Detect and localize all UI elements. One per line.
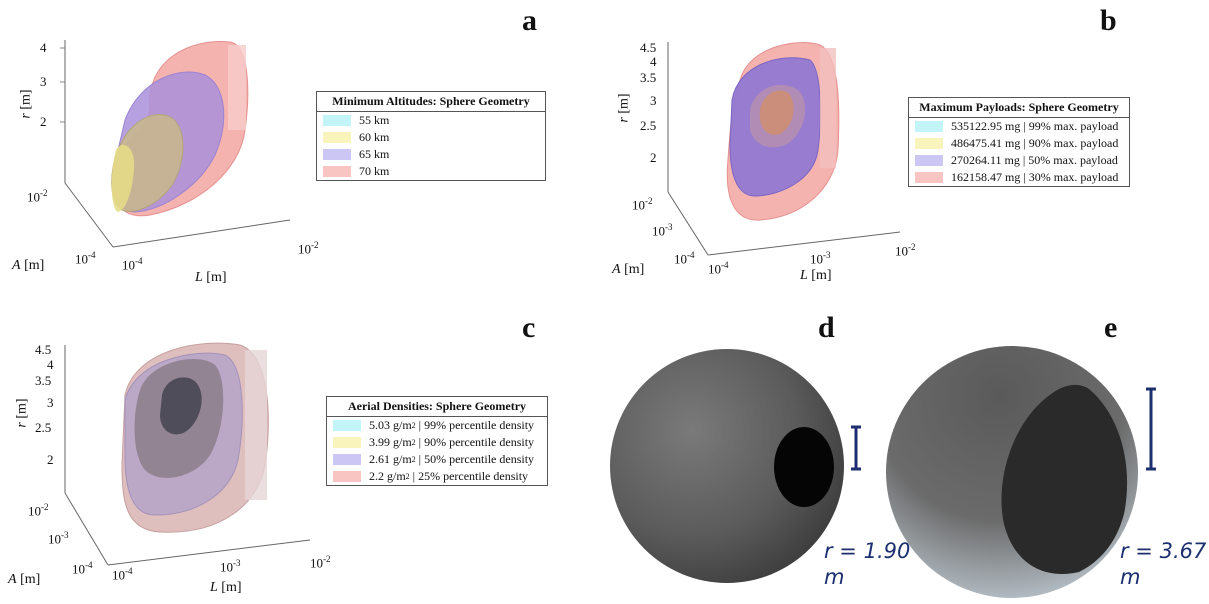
panel-c-tick-L-1e-3: 10-3 — [220, 558, 241, 575]
panel-b-tick-r-2.5: 2.5 — [640, 118, 657, 133]
panel-c-letter: c — [522, 311, 536, 344]
panel-a-tick-A-1e-4: 10-4 — [75, 250, 96, 267]
panel-a-axes — [64, 40, 291, 248]
panel-b-legend-title: Maximum Payloads: Sphere Geometry — [909, 98, 1129, 118]
panel-b-r-label: r [m] — [616, 93, 632, 123]
panel-a-tick-r-3: 3 — [40, 74, 47, 89]
panel-a-r-label: r [m] — [18, 89, 34, 119]
panel-c-surface-99 — [160, 377, 202, 435]
legend-item: 270264.11 mg | 50% max. payload — [909, 152, 1129, 169]
panel-c-tick-A-1e-2: 10-2 — [28, 502, 49, 519]
panel-b-tick-r-3.5: 3.5 — [640, 70, 657, 85]
legend-item: 162158.47 mg | 30% max. payload — [909, 169, 1129, 186]
sphere-e-hole — [1001, 384, 1128, 574]
legend-item: 486475.41 mg | 90% max. payload — [909, 135, 1129, 152]
panel-c-legend: Aerial Densities: Sphere Geometry 5.03 g… — [326, 396, 548, 486]
scale-bar-e — [1146, 387, 1156, 471]
panel-b-plot — [667, 42, 901, 256]
legend-item: 55 km — [317, 112, 545, 129]
legend-item: 60 km — [317, 129, 545, 146]
legend-swatch — [915, 172, 943, 183]
panel-e-radius-label: r = 3.67 m — [1120, 539, 1207, 590]
panel-a-tickmarks — [60, 47, 65, 123]
panel-d-sphere-render — [610, 349, 844, 583]
panel-a-surface-55km — [111, 144, 135, 212]
sphere-d — [610, 349, 844, 583]
legend-item: 5.03 g/m 2 | 99% percentile density — [327, 417, 547, 434]
panel-c-legend-title: Aerial Densities: Sphere Geometry — [327, 397, 547, 417]
panel-b-letter: b — [1100, 4, 1117, 37]
legend-item: 2.61 g/m 2 | 50% percentile density — [327, 451, 547, 468]
panel-a-L-label: L [m] — [195, 270, 227, 285]
legend-item: 535122.95 mg | 99% max. payload — [909, 118, 1129, 135]
panel-c-tick-A-1e-3: 10-3 — [48, 530, 69, 547]
legend-item: 2.2 g/m 2 | 25% percentile density — [327, 468, 547, 485]
panel-a-tick-L-1e-2: 10-2 — [298, 240, 319, 257]
panel-a-legend: Minimum Altitudes: Sphere Geometry 55 km… — [316, 91, 546, 181]
panel-b-tick-L-1e-4: 10-4 — [708, 260, 729, 277]
panel-b-tick-A-1e-3: 10-3 — [652, 222, 673, 239]
panel-c-surface-face — [245, 350, 267, 500]
panel-c-tick-r-2: 2 — [47, 452, 54, 467]
panel-b-surface-face — [820, 48, 836, 168]
panel-c-tick-r-4: 4 — [47, 357, 54, 372]
legend-swatch — [323, 149, 351, 160]
panel-a-plot — [60, 40, 291, 248]
legend-swatch — [915, 121, 943, 132]
panel-b-tick-r-4: 4 — [650, 54, 657, 69]
legend-swatch — [333, 471, 361, 482]
panel-a-letter: a — [522, 4, 537, 37]
legend-swatch — [915, 155, 943, 166]
panel-c-L-label: L [m] — [210, 580, 242, 595]
panel-c-tick-r-4.5: 4.5 — [35, 342, 52, 357]
panel-a-tick-r-2: 2 — [40, 114, 47, 129]
legend-swatch — [915, 138, 943, 149]
panel-c-tick-A-1e-4: 10-4 — [72, 560, 93, 577]
legend-item: 70 km — [317, 163, 545, 180]
legend-swatch — [333, 437, 361, 448]
panel-a-tick-r-4: 4 — [40, 40, 47, 55]
panel-b-tick-L-1e-2: 10-2 — [895, 242, 916, 259]
panel-c-tick-L-1e-2: 10-2 — [310, 554, 331, 571]
panel-b-tick-A-1e-4: 10-4 — [674, 250, 695, 267]
panel-d-letter: d — [818, 311, 835, 344]
legend-swatch — [333, 454, 361, 465]
legend-swatch — [323, 166, 351, 177]
panel-c-tick-L-1e-4: 10-4 — [112, 566, 133, 583]
panel-b-tick-r-2: 2 — [650, 150, 657, 165]
legend-swatch — [333, 420, 361, 431]
sphere-d-hole — [774, 427, 834, 507]
panel-d-radius-label: r = 1.90 m — [824, 539, 911, 590]
legend-swatch — [323, 115, 351, 126]
panel-a-legend-title: Minimum Altitudes: Sphere Geometry — [317, 92, 545, 112]
panel-e-letter: e — [1104, 311, 1118, 344]
panel-c-A-label: A [m] — [8, 572, 41, 587]
panel-c-axes — [64, 345, 311, 566]
panel-a-surface-70km-face — [228, 45, 246, 130]
panel-b-tick-r-4.5: 4.5 — [640, 40, 657, 55]
legend-item: 3.99 g/m 2 | 90% percentile density — [327, 434, 547, 451]
panel-c-r-label: r [m] — [14, 398, 30, 428]
panel-c-tick-r-3.5: 3.5 — [35, 373, 52, 388]
panel-c-plot — [64, 342, 311, 566]
panel-e-sphere-render — [886, 346, 1138, 598]
panel-b-axes — [667, 42, 901, 256]
panel-b-tick-r-3: 3 — [650, 93, 657, 108]
panel-c-tick-r-2.5: 2.5 — [35, 420, 52, 435]
legend-item: 65 km — [317, 146, 545, 163]
panel-a-tick-A-1e-2: 10-2 — [27, 188, 48, 205]
panel-b-tick-L-1e-3: 10-3 — [810, 250, 831, 267]
panel-a-tick-L-1e-4: 10-4 — [122, 256, 143, 273]
panel-c-tick-r-3: 3 — [47, 395, 54, 410]
panel-b-A-label: A [m] — [612, 262, 645, 277]
panel-a-A-label: A [m] — [12, 258, 45, 273]
legend-swatch — [323, 132, 351, 143]
scale-bar-d — [851, 425, 861, 471]
panel-b-L-label: L [m] — [800, 268, 832, 283]
panel-b-legend: Maximum Payloads: Sphere Geometry 535122… — [908, 97, 1130, 187]
panel-b-tick-A-1e-2: 10-2 — [632, 196, 653, 213]
panel-b-surface-99 — [759, 90, 794, 135]
